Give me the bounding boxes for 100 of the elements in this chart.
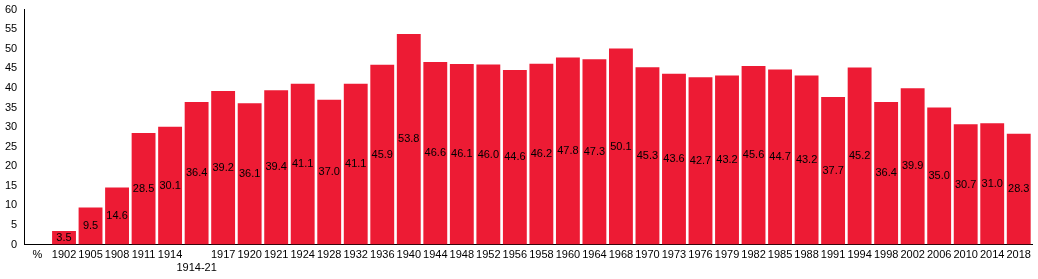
- data-label: 46.2: [530, 147, 553, 160]
- bar: [502, 69, 527, 245]
- bar: [264, 90, 289, 245]
- data-label: 30.1: [159, 178, 181, 191]
- data-label: 46.1: [451, 147, 473, 160]
- bar: [609, 48, 633, 245]
- y-tick-label: 45: [4, 61, 18, 74]
- x-tick-label: 1905: [78, 248, 103, 261]
- bar: [794, 75, 819, 245]
- x-tick-label: 1911: [131, 248, 156, 261]
- x-tick-label: 2018: [1006, 248, 1031, 261]
- bar: [423, 62, 448, 245]
- x-tick-label: 1960: [555, 248, 581, 261]
- x-tick-label: 1988: [794, 248, 819, 261]
- data-label: 46.0: [477, 147, 500, 160]
- x-tick-label: 1979: [714, 248, 740, 261]
- y-tick-label: 15: [4, 178, 18, 191]
- x-tick-label: 1921: [263, 248, 289, 261]
- x-tick-label: 2010: [953, 248, 978, 261]
- bar: [980, 123, 1005, 245]
- data-label: 45.2: [848, 149, 871, 162]
- x-tick-label: 1902: [51, 248, 77, 261]
- bar: [158, 126, 183, 245]
- data-label: 50.1: [610, 139, 632, 152]
- data-label: 28.5: [132, 181, 155, 194]
- x-tick-label: 1917: [210, 248, 236, 261]
- data-label: 44.7: [769, 150, 791, 163]
- bar: [343, 83, 368, 245]
- bar: [635, 67, 660, 245]
- bar: [211, 91, 236, 245]
- data-label: 28.3: [1008, 182, 1030, 195]
- data-label: 43.2: [716, 153, 738, 166]
- bar: [821, 96, 846, 245]
- x-tick-label: 1994: [847, 248, 872, 261]
- bar: [953, 124, 978, 245]
- x-tick-label: 1956: [502, 248, 528, 261]
- data-label: 41.1: [291, 157, 314, 170]
- x-tick-label: 1940: [396, 248, 422, 261]
- y-tick-label: 60: [4, 2, 18, 15]
- x-tick-label: 1928: [316, 248, 342, 261]
- data-label: 43.6: [663, 152, 685, 165]
- data-label: 39.9: [901, 159, 924, 172]
- bar: [900, 88, 925, 245]
- bar: [370, 64, 395, 245]
- data-label: 42.7: [689, 154, 712, 167]
- x-tick-label: 1968: [608, 248, 634, 261]
- x-tick-label: 1914: [157, 248, 183, 261]
- data-label: 45.6: [742, 148, 765, 161]
- data-label: 36.4: [875, 166, 897, 179]
- bar: [662, 73, 686, 245]
- x-tick-label: 1982: [741, 248, 766, 261]
- data-label: 39.2: [212, 160, 234, 173]
- y-tick-label: 30: [4, 120, 18, 133]
- x-tick-label: 1952: [476, 248, 501, 261]
- x-tick-label: 1924: [290, 248, 315, 261]
- x-tick-label: 1964: [582, 248, 607, 261]
- y-tick-label: 5: [11, 218, 18, 231]
- y-tick-label: 50: [4, 41, 18, 54]
- bar: [688, 77, 713, 245]
- bar: [184, 102, 209, 245]
- bar: [105, 187, 129, 245]
- bar: [874, 102, 899, 245]
- data-label: 14.6: [106, 209, 128, 222]
- x-tick-label: 1970: [635, 248, 660, 261]
- bar: [449, 64, 474, 245]
- data-label: 44.6: [504, 150, 526, 163]
- data-label: 36.1: [238, 166, 261, 179]
- data-label: 47.8: [557, 144, 579, 157]
- x-tick-label: 1908: [104, 248, 130, 261]
- y-tick-label: 35: [4, 100, 18, 113]
- data-label: 3.5: [56, 230, 72, 243]
- bar: [317, 99, 342, 245]
- x-tick-label: 2014: [979, 248, 1005, 261]
- data-label: 39.4: [265, 160, 287, 173]
- bar: [555, 57, 580, 245]
- data-label: 35.0: [928, 169, 950, 182]
- y-tick-label: 0: [11, 237, 18, 250]
- bar: [1006, 133, 1031, 245]
- data-label: 37.7: [822, 163, 844, 176]
- y-tick-label: 10: [4, 198, 18, 211]
- bar: [131, 132, 156, 245]
- x-tick-label: 1920: [237, 248, 262, 261]
- x-tick-label: 1958: [529, 248, 554, 261]
- bar: [476, 64, 501, 245]
- bar: [582, 59, 607, 245]
- data-label: 43.2: [795, 153, 818, 166]
- x-tick-label: 1932: [343, 248, 368, 261]
- data-label: 47.3: [583, 145, 606, 157]
- data-label: 30.7: [954, 177, 977, 190]
- y-tick-label: 55: [4, 22, 18, 35]
- x-tick-label: 1991: [820, 248, 846, 261]
- x-tick-label: 2002: [900, 248, 925, 261]
- data-label: 9.5: [82, 219, 99, 232]
- data-label: 41.1: [345, 157, 367, 170]
- x-tick-label: %: [32, 248, 43, 261]
- bar: [715, 75, 739, 245]
- bar: [529, 63, 554, 245]
- data-label: 36.4: [185, 166, 208, 179]
- x-tick-label: 1914-21: [176, 261, 217, 274]
- bar: [768, 69, 792, 245]
